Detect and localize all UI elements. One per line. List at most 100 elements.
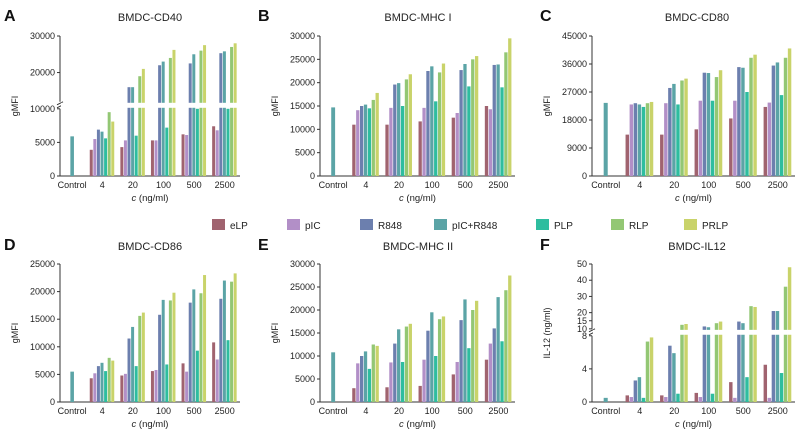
bar-rlp	[230, 281, 234, 402]
bar-prlp	[375, 92, 379, 176]
y-tick-label: 10000	[290, 351, 315, 361]
x-tick-label: 20	[394, 406, 404, 416]
bar-rlp	[404, 326, 409, 402]
y-tick-label: 15000	[290, 101, 315, 111]
bar-elp	[150, 140, 154, 176]
bar-elp	[352, 388, 356, 402]
x-tick-label: Control	[591, 406, 620, 416]
bar-r848	[702, 72, 707, 176]
bar-pic	[215, 359, 219, 402]
bar-plp	[226, 108, 230, 176]
x-tick-label: 20	[128, 180, 138, 190]
bar-prlp	[508, 275, 512, 402]
y-tick-label: 4	[582, 364, 587, 374]
bar-r848	[188, 63, 192, 176]
bar-elp	[120, 147, 124, 176]
x-tick-label: 2500	[215, 180, 235, 190]
bar-pic	[767, 102, 772, 176]
bar-control	[603, 397, 608, 402]
panel-letter: D	[4, 237, 16, 254]
bar-elp	[694, 129, 699, 176]
bar-rlp	[749, 57, 753, 176]
bar-prlp	[375, 345, 379, 402]
bar-pic	[422, 107, 426, 176]
y-tick-label: 15000	[290, 328, 315, 338]
bar-rlp	[714, 77, 719, 176]
bar-r848	[393, 84, 397, 176]
y-axis-label: gMFI	[270, 323, 280, 344]
panel-c: C BMDC-CD80 0 9000 18000 27000 36000 45000 gMFI C…	[540, 8, 795, 204]
bar-rlp	[107, 357, 111, 402]
x-tick-label: Control	[319, 406, 348, 416]
x-tick-label: Control	[591, 180, 620, 190]
bar-prlp	[111, 360, 115, 402]
y-tick-label: 0	[50, 171, 55, 181]
bar-elp	[212, 126, 216, 176]
y-tick-label: 0	[582, 397, 587, 407]
bar-prlp	[203, 45, 207, 177]
bar-r848	[219, 53, 223, 177]
panel-title: BMDC-CD40	[118, 12, 182, 24]
bar-prlp	[474, 56, 479, 176]
x-tick-label: Control	[58, 180, 87, 190]
panel-d: D BMDC-CD86 0 5000 10000 15000 20000 25000 gMFI C…	[4, 237, 240, 430]
bar-r848	[158, 314, 162, 402]
bar-r848	[702, 326, 707, 402]
y-tick-label: 0	[50, 397, 55, 407]
bar-rlp	[107, 112, 111, 176]
bar-pic-r848	[397, 329, 401, 402]
bar-rlp	[371, 344, 375, 402]
bar-prlp	[649, 101, 654, 176]
bar-elp	[763, 106, 768, 176]
axis-break-gap	[61, 102, 241, 108]
bar-pic	[488, 109, 493, 176]
x-tick-label: 2500	[215, 406, 235, 416]
bar-r848	[96, 366, 100, 402]
bar-pic-r848	[775, 62, 780, 176]
bar-plp	[500, 341, 504, 402]
x-tick-label: 2500	[768, 180, 788, 190]
bar-pic-r848	[741, 67, 745, 176]
bar-plp	[467, 348, 471, 402]
axis-break-mark	[56, 101, 64, 106]
panel-letter: F	[540, 237, 550, 254]
bar-pic-r848	[496, 64, 500, 176]
bar-pic-r848	[741, 323, 745, 402]
bar-r848	[492, 328, 496, 402]
bar-control	[603, 102, 608, 176]
bar-pic-r848	[463, 64, 467, 176]
bar-rlp	[437, 72, 442, 176]
bar-plp	[165, 127, 169, 176]
bar-prlp	[233, 273, 237, 402]
bar-prlp	[233, 43, 237, 176]
bar-control	[331, 107, 336, 176]
bar-pic	[93, 139, 97, 176]
x-tick-label: 20	[128, 406, 138, 416]
bar-plp	[676, 393, 680, 402]
bar-rlp	[749, 306, 753, 402]
bar-elp	[385, 387, 389, 402]
legend-label: pIC+R848	[452, 221, 498, 232]
bar-plp	[745, 92, 749, 176]
x-tick-label: 100	[156, 180, 171, 190]
x-tick-label: 4	[100, 180, 105, 190]
bar-elp	[385, 124, 389, 176]
legend-swatch	[360, 219, 373, 230]
y-axis-label: gMFI	[10, 323, 20, 344]
bar-prlp	[684, 323, 688, 402]
bar-elp	[763, 364, 768, 402]
bar-pic	[356, 110, 360, 176]
y-tick-label: 5000	[295, 374, 315, 384]
bar-pic	[733, 397, 737, 402]
x-tick-label: 2500	[488, 406, 508, 416]
bar-rlp	[783, 286, 788, 402]
y-tick-label: 25000	[290, 282, 315, 292]
bar-plp	[195, 108, 199, 176]
legend-label: PRLP	[702, 221, 728, 232]
y-tick-label: 5000	[295, 148, 315, 158]
bar-pic	[185, 371, 189, 402]
legend-label: pIC	[305, 221, 321, 232]
y-tick-label: 30	[577, 291, 587, 301]
bar-rlp	[783, 57, 788, 176]
